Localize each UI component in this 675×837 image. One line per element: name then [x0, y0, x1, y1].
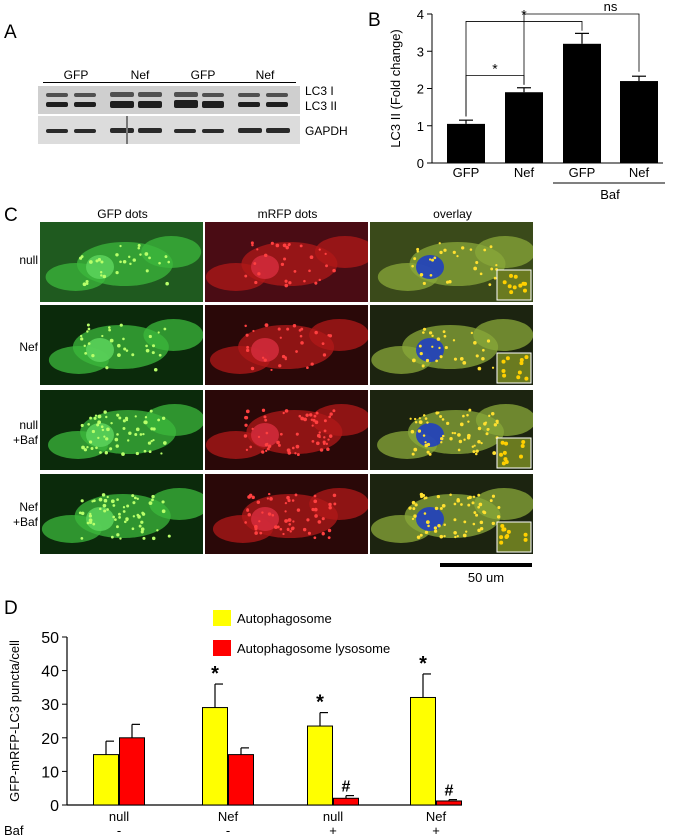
lane-underline: [172, 82, 234, 83]
significance-mark: #: [445, 783, 454, 800]
x-tick-label: Nef: [426, 809, 447, 824]
bar: [228, 754, 254, 806]
chart-d: 0 10 20 30 40 50 GFP-mRFP-LC3 puncta/cell * * * # #…: [4, 610, 462, 837]
y-tick-label: 3: [417, 44, 424, 59]
bar: [410, 696, 436, 806]
baf-value: -: [117, 823, 121, 837]
micrograph-image: [40, 222, 203, 302]
micrograph-image: [370, 305, 533, 385]
row-label: Nef +Baf: [12, 500, 38, 529]
legend-label: Autophagosome: [237, 611, 332, 626]
bar: [436, 800, 462, 806]
band-label-gapdh: GAPDH: [305, 124, 348, 138]
bar: [563, 43, 601, 163]
y-tick-label: 50: [41, 630, 59, 647]
lane-label: GFP: [190, 68, 216, 82]
y-tick-label: 40: [41, 664, 59, 681]
lane-label: Nef: [130, 68, 150, 82]
micrograph-image: [40, 390, 203, 470]
x-tick-label: GFP: [453, 165, 480, 180]
y-axis-label: LC3 II (Fold change): [388, 29, 403, 148]
significance-mark: *: [492, 60, 498, 76]
micrograph-image: [40, 305, 203, 385]
baf-value: -: [226, 823, 230, 837]
bar: [505, 92, 543, 163]
x-tick-label: Nef: [629, 165, 650, 180]
panel-letter-a: A: [4, 22, 17, 43]
x-tick-label: Nef: [218, 809, 239, 824]
column-header: GFP dots: [97, 207, 148, 221]
y-tick-label: 10: [41, 764, 59, 781]
column-header: overlay: [433, 207, 472, 221]
lane-underline: [234, 82, 296, 83]
y-tick-label: 20: [41, 731, 59, 748]
baf-value: +: [329, 823, 337, 837]
significance-bracket: [523, 13, 640, 85]
micrograph-image: [205, 474, 368, 554]
legend-swatch: [213, 610, 231, 626]
bar: [447, 123, 485, 163]
group-label: Baf: [600, 187, 620, 202]
micrograph-image: [370, 474, 533, 554]
bar: [307, 725, 333, 806]
lane-label: Nef: [255, 68, 275, 82]
row-label: null: [19, 253, 38, 267]
micrograph-image: [205, 305, 368, 385]
column-header: mRFP dots: [257, 207, 318, 221]
bar: [202, 707, 228, 806]
row-label: null +Baf: [12, 418, 38, 447]
y-tick-label: 30: [41, 697, 59, 714]
x-tick-label: null: [323, 809, 343, 824]
y-tick-label: 1: [417, 119, 424, 134]
x-tick-label: null: [109, 809, 129, 824]
chart-b: 0 1 2 3 4 LC3 II (Fold change) GFP Nef GFP Nef Baf…: [388, 0, 665, 202]
y-tick-label: 0: [50, 798, 59, 815]
band-label-lc3i: LC3 I: [305, 84, 334, 98]
x-tick-label: GFP: [569, 165, 596, 180]
y-tick-label: 4: [417, 7, 424, 22]
bar: [333, 797, 359, 806]
scale-bar-label: 50 um: [467, 570, 505, 585]
significance-mark: *: [211, 663, 219, 685]
micrograph-image: [370, 222, 533, 302]
significance-mark: *: [316, 692, 324, 714]
significance-mark: *: [419, 653, 427, 675]
lane-underline: [43, 82, 109, 83]
bar: [93, 754, 119, 806]
legend-label: Autophagosome lysosome: [237, 641, 390, 656]
micrograph-image: [40, 474, 203, 554]
lane-label: GFP: [63, 68, 89, 82]
micrograph-image: [370, 390, 533, 470]
baf-value: +: [432, 823, 440, 837]
bar: [620, 81, 658, 163]
blot-image: [38, 86, 300, 144]
scale-bar: [440, 563, 532, 567]
significance-mark: #: [342, 779, 351, 796]
band-label-lc3ii: LC3 II: [305, 99, 338, 113]
panel-letter-b: B: [368, 10, 381, 31]
x-tick-label: Nef: [514, 165, 535, 180]
micrograph-image: [205, 222, 368, 302]
y-axis-label: GFP-mRFP-LC3 puncta/cell: [7, 640, 22, 802]
y-tick-label: 2: [417, 82, 424, 97]
baf-label: Baf: [4, 823, 24, 837]
panel-letter-c: C: [4, 205, 18, 226]
lane-underline: [108, 82, 172, 83]
legend-swatch: [213, 640, 231, 656]
significance-mark: ns: [604, 0, 618, 14]
panel-letter-d: D: [4, 598, 18, 619]
micrograph-image: [205, 390, 368, 470]
bar: [119, 737, 145, 806]
y-tick-label: 0: [417, 156, 424, 171]
row-label: Nef: [19, 340, 38, 354]
